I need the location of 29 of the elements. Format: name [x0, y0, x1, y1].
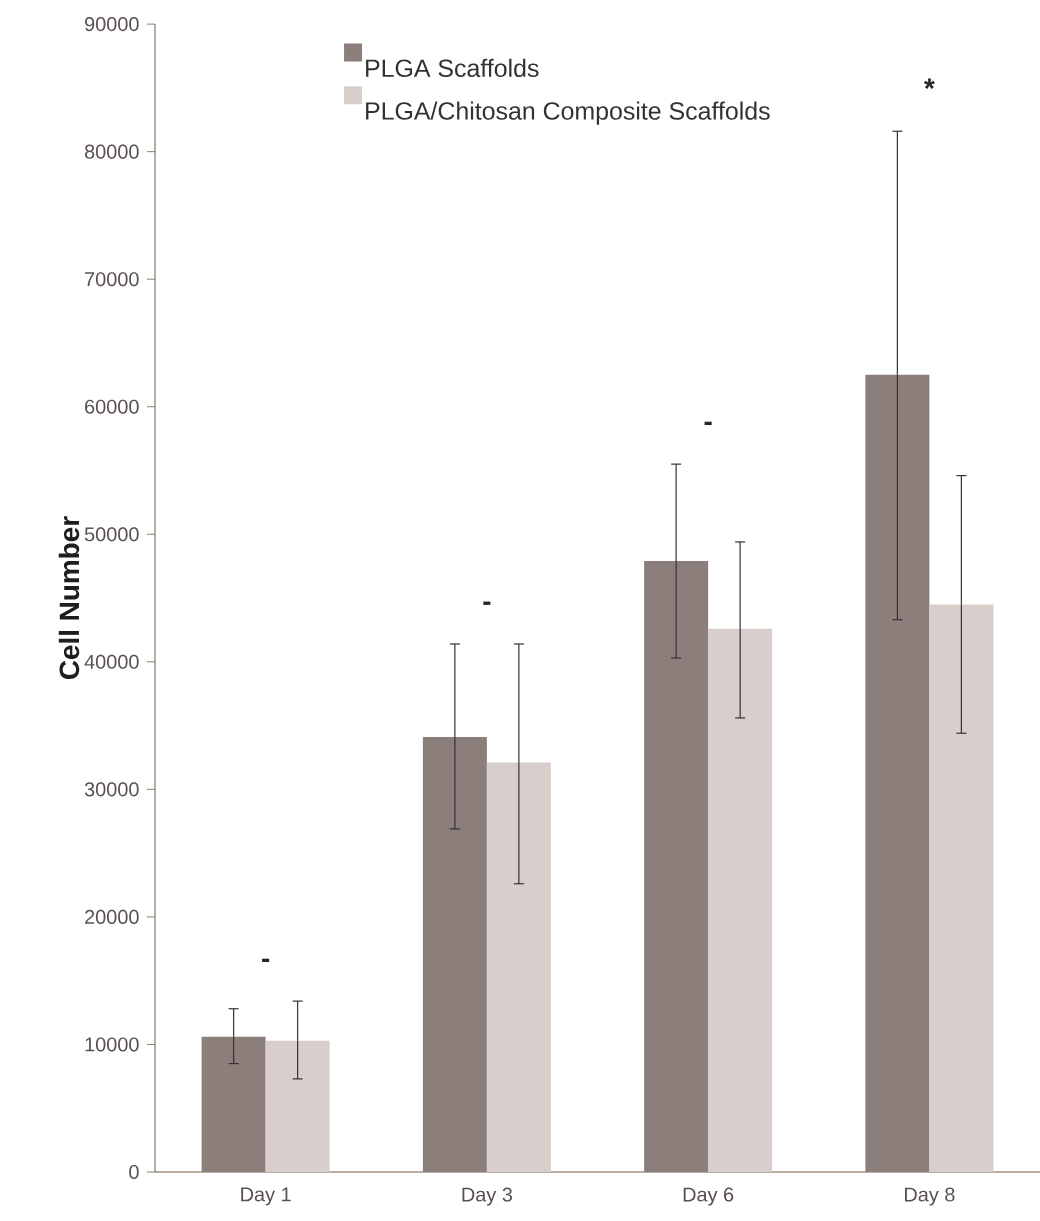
y-axis-title: Cell Number: [58, 516, 80, 680]
bar: [644, 561, 709, 1172]
annotation: -: [483, 601, 491, 605]
bar: [422, 737, 487, 1172]
y-tick-label: 40000: [84, 654, 139, 669]
legend-label: PLGA/Chitosan Composite Scaffolds: [366, 101, 770, 125]
bar: [265, 1040, 330, 1172]
y-tick-label: 90000: [85, 17, 139, 32]
x-tick-label: Day 3: [462, 1187, 512, 1206]
y-tick-label: 30000: [84, 782, 139, 797]
bar: [929, 604, 994, 1172]
x-tick-label: Day 6: [683, 1187, 734, 1206]
x-tick-label: Day 1: [241, 1187, 291, 1206]
bar: [865, 374, 930, 1172]
y-tick-label: 20000: [85, 909, 139, 924]
y-tick-label: 60000: [85, 399, 139, 414]
x-tick-label: Day 8: [905, 1187, 955, 1206]
legend-label: PLGA Scaffolds: [366, 58, 539, 78]
y-tick-label: 10000: [85, 1037, 139, 1052]
bar: [486, 762, 551, 1172]
annotation: -: [704, 421, 712, 426]
y-tick-label: 80000: [84, 144, 139, 159]
annotation: *: [924, 78, 935, 89]
annotation: -: [262, 958, 270, 963]
y-tick-label: 70000: [85, 272, 139, 287]
y-tick-label: 50000: [84, 527, 139, 542]
bar: [201, 1036, 266, 1172]
bar: [708, 628, 773, 1172]
y-tick-label: 0: [129, 1164, 139, 1180]
